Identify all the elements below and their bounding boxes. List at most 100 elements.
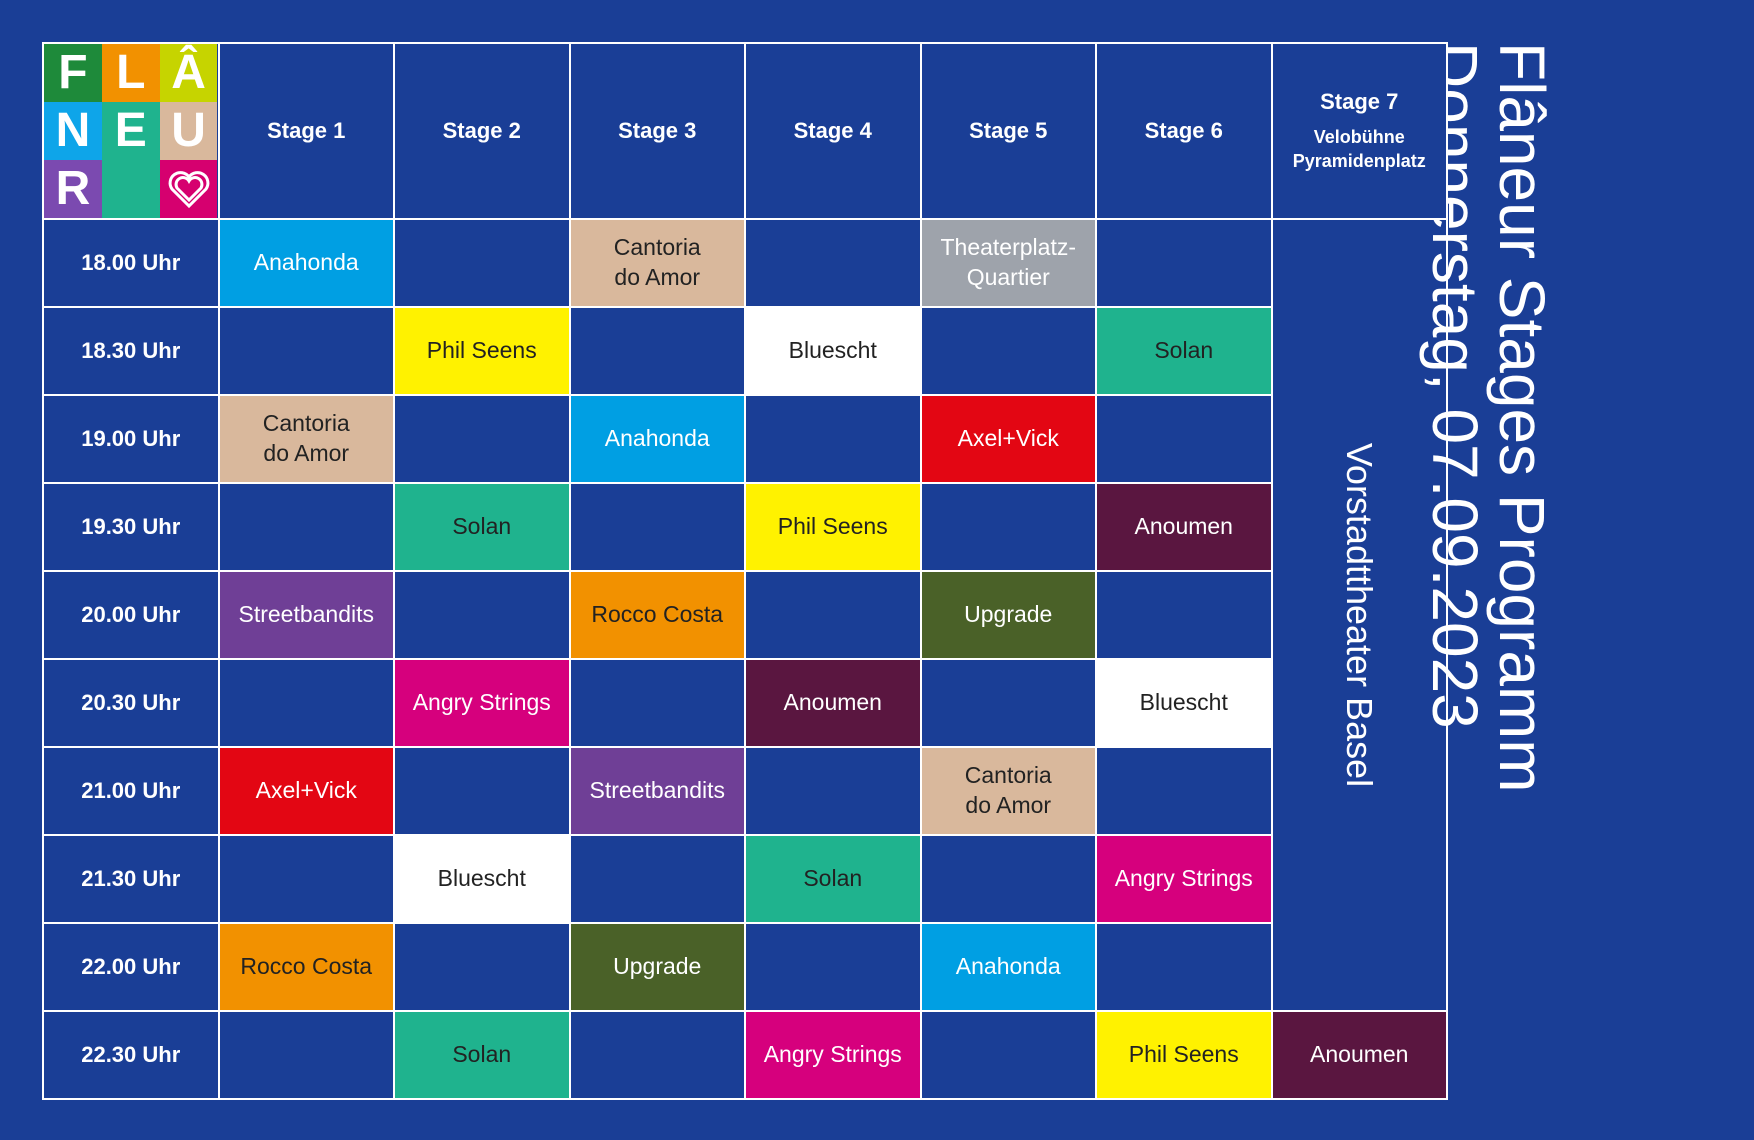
empty-cell — [217, 658, 395, 748]
performer-name: Anahonda — [955, 953, 1061, 980]
performer-name: Solan — [452, 1041, 512, 1068]
stage-sub-line: Pyramidenplatz — [1292, 151, 1426, 171]
performer-name: Cantoria — [964, 762, 1052, 789]
empty-cell — [217, 306, 395, 396]
stage-header-label: Stage 1 — [267, 118, 346, 143]
performer-name: Rocco Costa — [591, 601, 724, 628]
performance-cell: Rocco Costa — [568, 570, 746, 660]
stage-header-label: Stage 3 — [618, 118, 697, 143]
time-row: 21.30 Uhr Bluescht Solan Angry Strings — [42, 834, 1447, 924]
empty-cell — [568, 306, 746, 396]
performer-name: Anoumen — [1134, 513, 1233, 540]
schedule-body: 18.00 Uhr Anahonda Cantoria do Amor Theaterp… — [42, 218, 1448, 1100]
empty-cell — [744, 218, 922, 308]
empty-cell — [1095, 746, 1273, 836]
performance-cell: Upgrade — [919, 570, 1097, 660]
stage-header-sub: Velobühne Pyramidenplatz — [1273, 125, 1445, 174]
stage-header-label: Stage 4 — [793, 118, 872, 143]
performance-cell: Anahonda — [568, 394, 746, 484]
stage-header-label: Stage 6 — [1144, 118, 1223, 143]
time-slot: 19.30 Uhr — [42, 482, 220, 572]
empty-cell — [1095, 922, 1273, 1012]
performance-cell: Cantoria do Amor — [568, 218, 746, 308]
logo-tile: E — [101, 102, 160, 160]
performance-cell: Angry Strings — [393, 658, 571, 748]
performance-cell: Axel+Vick — [919, 394, 1097, 484]
empty-cell — [393, 218, 571, 308]
logo-tile: F — [44, 45, 102, 102]
performance-cell: Theaterplatz- Quartier — [919, 218, 1097, 308]
empty-cell — [1095, 218, 1273, 308]
performer-name: Quartier — [966, 264, 1050, 290]
stage-header: Stage 7 Velobühne Pyramidenplatz — [1270, 42, 1448, 220]
performer-name: Angry Strings — [763, 1041, 902, 1068]
time-row: 20.30 Uhr Angry Strings Anoumen Bluescht — [42, 658, 1447, 748]
performance-cell: Anoumen — [1095, 482, 1273, 572]
performer-name: Angry Strings — [1114, 865, 1253, 892]
time-row: 21.00 Uhr Axel+Vick Streetbandits Cantoria d… — [42, 746, 1447, 836]
performer-name: Phil Seens — [777, 513, 888, 540]
empty-cell — [919, 482, 1097, 572]
time-slot: 19.00 Uhr — [42, 394, 220, 484]
performer-name: Theaterplatz- — [940, 234, 1076, 261]
performance-cell: Bluescht — [393, 834, 571, 924]
performance-cell: Axel+Vick — [217, 746, 395, 836]
venue-label: Vorstadttheater Basel — [1339, 442, 1381, 788]
empty-cell — [1095, 570, 1273, 660]
stage-header-label: Stage 7 — [1320, 88, 1399, 114]
performer-name: Solan — [803, 865, 863, 892]
empty-cell — [393, 570, 571, 660]
performance-cell: Anoumen — [744, 658, 922, 748]
performance-cell: Anahonda — [919, 922, 1097, 1012]
time-row: 18.30 Uhr Phil Seens Bluescht Solan — [42, 306, 1447, 396]
time-row: 19.00 Uhr Cantoria do Amor Anahonda Axel+Vic… — [42, 394, 1447, 484]
empty-cell — [568, 658, 746, 748]
empty-cell — [744, 746, 922, 836]
performance-cell: Anoumen — [1270, 1010, 1448, 1100]
performer-name: Solan — [1154, 337, 1214, 364]
performer-name: Upgrade — [964, 601, 1053, 628]
stage-header: Stage 2 — [393, 42, 571, 220]
performance-cell: Phil Seens — [1095, 1010, 1273, 1100]
time-slot: 21.30 Uhr — [42, 834, 220, 924]
performer-name: Bluescht — [1139, 689, 1228, 716]
stage-header-label: Stage 5 — [969, 118, 1048, 143]
performer-name: do Amor — [614, 264, 701, 290]
performer-name: Bluescht — [437, 865, 526, 892]
performer-name: Anoumen — [1310, 1041, 1409, 1068]
performer-name: Phil Seens — [1128, 1041, 1239, 1068]
performance-cell: Solan — [393, 482, 571, 572]
performer-name: Axel+Vick — [957, 425, 1059, 452]
performer-name: Streetbandits — [238, 601, 375, 628]
performer-name: Upgrade — [613, 953, 702, 980]
performance-cell: Streetbandits — [217, 570, 395, 660]
performer-name: Anahonda — [604, 425, 710, 452]
time-slot: 22.00 Uhr — [42, 922, 220, 1012]
program-title-line1: Flâneur Stages Programm — [1486, 42, 1558, 793]
stage-header: Stage 5 — [919, 42, 1097, 220]
empty-cell — [217, 482, 395, 572]
logo-tile: R — [44, 160, 102, 217]
empty-cell — [744, 570, 922, 660]
empty-cell — [393, 746, 571, 836]
time-row: 18.00 Uhr Anahonda Cantoria do Amor Theaterp… — [42, 218, 1448, 1012]
performer-name: Cantoria — [262, 410, 350, 437]
performance-cell: Solan — [744, 834, 922, 924]
logo-tile: N — [44, 102, 102, 160]
performance-cell: Solan — [393, 1010, 571, 1100]
performance-cell: Phil Seens — [393, 306, 571, 396]
time-slot: 21.00 Uhr — [42, 746, 220, 836]
empty-cell — [568, 482, 746, 572]
performer-name: Phil Seens — [426, 337, 537, 364]
performance-cell: Angry Strings — [1095, 834, 1273, 924]
time-slot: 18.00 Uhr — [42, 218, 220, 308]
performance-cell: Streetbandits — [568, 746, 746, 836]
empty-cell — [919, 1010, 1097, 1100]
time-slot: 18.30 Uhr — [42, 306, 220, 396]
performance-cell: Phil Seens — [744, 482, 922, 572]
empty-cell — [393, 394, 571, 484]
